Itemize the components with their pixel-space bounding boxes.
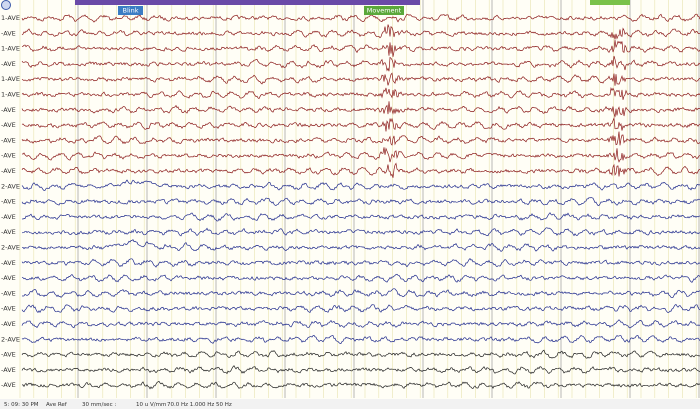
channel-label: -AVE [1, 259, 16, 267]
eeg-trace [21, 227, 700, 237]
eeg-trace [21, 334, 700, 344]
eeg-trace [21, 13, 700, 23]
channel-label: -AVE [1, 198, 16, 206]
eeg-trace [21, 179, 700, 191]
channel-label: -AVE [1, 106, 16, 114]
annotation-marker[interactable] [118, 6, 143, 15]
channel-label: 2-AVE [1, 244, 20, 252]
channel-label: -AVE [1, 381, 16, 389]
channel-label: -AVE [1, 305, 16, 313]
channel-label: -AVE [1, 351, 16, 359]
eeg-trace [21, 273, 700, 283]
traces [21, 13, 700, 390]
status-bar [0, 399, 700, 409]
time-grid [19, 0, 700, 398]
channel-label: -AVE [1, 60, 16, 68]
channel-label: -AVE [1, 213, 16, 221]
channel-label: -AVE [1, 167, 16, 175]
status-time: 5: 09: 30 PM [4, 402, 39, 408]
eeg-trace [21, 365, 700, 375]
eeg-trace [21, 131, 700, 146]
channel-label: -AVE [1, 320, 16, 328]
eeg-trace [21, 197, 700, 206]
channel-label: -AVE [1, 289, 16, 297]
eeg-trace [21, 319, 700, 329]
eeg-trace [21, 55, 700, 72]
channel-label: -AVE [1, 136, 16, 144]
eeg-trace [21, 24, 700, 40]
channel-label: 1-AVE [1, 14, 20, 22]
eeg-trace [21, 162, 700, 178]
status-sensitivity: 10 u V/mm [136, 402, 166, 408]
eeg-trace [21, 101, 700, 118]
eeg-trace [21, 288, 700, 298]
eeg-trace [22, 380, 700, 390]
annotation-label: Blink [123, 7, 139, 15]
channel-label: -AVE [1, 366, 16, 374]
page-header-bar [75, 0, 420, 5]
channel-label: -AVE [1, 121, 16, 129]
channel-label: 2-AVE [1, 335, 20, 343]
eeg-trace [21, 116, 700, 132]
eeg-trace [21, 72, 700, 86]
eeg-trace [21, 349, 700, 359]
status-filters: 70.0 Hz 1.000 Hz 50 Hz [167, 402, 232, 408]
channel-label: 1-AVE [1, 45, 20, 53]
channel-label: -AVE [1, 29, 16, 37]
channel-label: 1-AVE [1, 75, 20, 83]
eeg-trace [21, 258, 700, 268]
channel-label: 2-AVE [1, 182, 20, 190]
channel-label: -AVE [1, 152, 16, 160]
eeg-trace [21, 212, 700, 222]
eeg-trace [21, 86, 700, 100]
eeg-trace [22, 239, 700, 252]
eeg-trace [21, 147, 700, 163]
menu-icon[interactable] [1, 0, 11, 10]
annotation-marker[interactable] [364, 6, 404, 15]
eeg-trace [21, 304, 700, 314]
eeg-trace [21, 40, 700, 57]
channel-label: 1-AVE [1, 91, 20, 99]
status-montage: Ave Ref [46, 402, 68, 408]
channel-label: -AVE [1, 274, 16, 282]
status-speed: 30 mm/sec : [82, 402, 116, 408]
annotation-marker[interactable] [590, 0, 630, 5]
channel-label: -AVE [1, 228, 16, 236]
annotation-label: Movement [367, 7, 402, 15]
channel-labels: 1-AVE -AVE 1-AVE -AVE 1-AVE 1-AVE -AVE -AVE -AVE… [1, 14, 20, 389]
